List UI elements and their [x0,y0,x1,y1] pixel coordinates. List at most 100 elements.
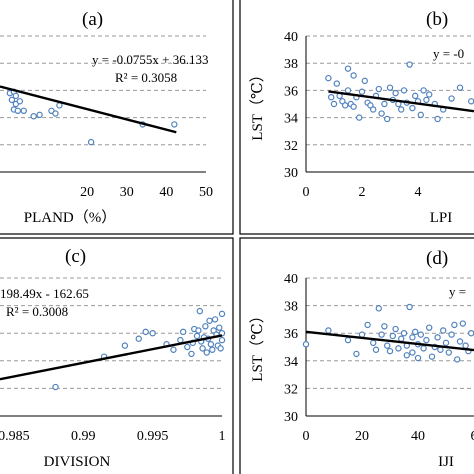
x-tick-label: 0 [303,429,310,444]
data-point [417,331,424,338]
x-axis-label-d: IJI [438,454,454,470]
data-point [378,110,385,117]
data-point [211,316,219,323]
data-point [333,80,340,87]
trendline [305,330,474,352]
data-point [52,110,59,117]
data-point [434,115,441,123]
data-point [378,331,385,338]
data-point [216,324,223,331]
equation-b: y = -0 [433,46,464,61]
equation-d: y = [449,284,466,299]
data-point [420,345,427,352]
data-point [451,321,458,329]
data-point [188,350,195,358]
panel-label-a: (a) [82,9,103,30]
data-point [375,305,382,312]
data-point [384,342,391,349]
panel-b: 0 2 4 30 32 34 36 38 40 (b) y = -0 LST（℃） LPI [249,9,474,226]
data-point [177,336,184,344]
data-point [468,98,474,105]
data-point [409,349,416,356]
data-point [434,334,441,341]
data-point [428,353,436,360]
data-point [442,339,450,347]
panel-label-b: (b) [426,9,448,30]
data-point [456,338,464,345]
data-point [400,330,408,337]
data-point [386,347,394,355]
x-tick-label: 50 [199,185,213,200]
data-point [142,328,149,336]
data-point [468,330,474,337]
panel-d: 0 20 40 6 30 32 34 36 38 40 (d) y = LST（℃） IJI [249,248,474,470]
data-point [199,345,206,352]
data-point [358,331,366,338]
data-point [218,310,226,318]
equation-c: 198.49x - 162.65 [0,286,89,301]
x-tick-label: 0.995 [137,429,169,444]
panel-frame-b [239,0,474,235]
data-point [372,346,380,353]
y-tick-label: 30 [284,410,298,425]
data-point [448,95,455,102]
data-point [420,87,427,94]
data-point [121,342,129,349]
data-point [330,100,338,108]
y-tick-label: 34 [284,112,298,127]
data-point [149,330,156,337]
data-point [342,102,349,109]
data-point [445,349,452,356]
data-point [325,74,332,82]
panel-label-c: (c) [65,246,86,267]
y-tick-label: 40 [284,272,298,287]
data-point [206,317,213,324]
x-tick-label: 20 [355,429,369,444]
data-point [170,346,177,353]
x-tick-label: 0.985 [0,429,30,444]
data-point [350,72,357,79]
x-tick-label: 0.99 [71,429,96,444]
y-axis-label-d: LST（℃） [249,308,266,381]
x-tick-label: 30 [120,185,134,200]
data-point [412,328,419,336]
data-point [440,327,447,334]
x-tick-label: 1 [219,429,226,444]
trendline [0,334,223,381]
data-point [398,106,405,113]
data-point [353,350,360,358]
x-tick-label: 2 [359,185,366,200]
x-tick-label: 40 [411,429,425,444]
panel-frame-a [0,0,234,235]
y-tick-label: 30 [284,166,298,181]
data-point [358,88,366,95]
y-tick-label: 38 [284,57,298,72]
data-point [87,138,95,146]
data-point [350,103,357,110]
data-point [16,98,24,105]
panel-frame-c [0,237,234,474]
data-point [209,346,216,353]
data-point [20,107,27,115]
y-tick-label: 34 [284,355,298,370]
data-point [195,327,202,334]
r2-c: R² = 0.3008 [6,304,68,319]
data-point [423,96,430,104]
data-point [217,345,224,352]
data-point [12,92,20,100]
data-point [400,87,408,94]
data-point [403,352,410,359]
data-point [344,65,352,72]
data-point [409,334,416,341]
data-point [30,113,37,120]
equation-a: y = -0.0755x + 36.133 [92,52,209,67]
x-tick-label: 4 [415,185,422,200]
x-tick-label: 40 [159,185,173,200]
data-point [207,341,215,348]
data-point [325,327,332,334]
x-axis-label-a: PLAND（%） [24,209,117,226]
data-point [412,92,419,100]
data-point [370,106,377,113]
panel-frame-d [239,237,474,474]
